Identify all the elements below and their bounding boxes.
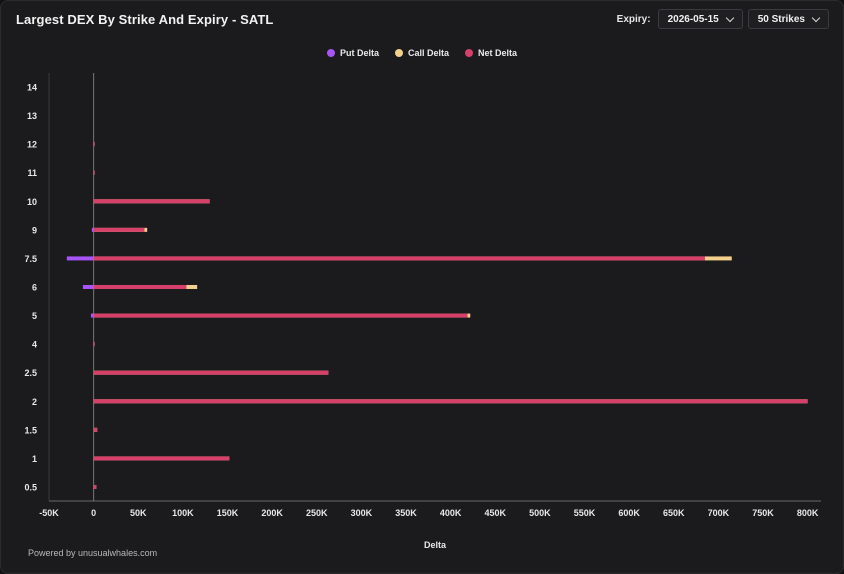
x-tick-label: 700K (708, 508, 730, 518)
x-tick-label: 350K (395, 508, 417, 518)
y-tick-label: 14 (27, 83, 37, 93)
bar-net-delta (93, 484, 97, 489)
bar-net-delta (93, 370, 329, 375)
x-tick-label: 250K (306, 508, 328, 518)
x-tick-label: -50K (39, 508, 59, 518)
expiry-value: 2026-05-15 (667, 13, 719, 25)
y-tick-label: 4 (32, 340, 37, 350)
bar-put-delta (90, 313, 94, 318)
y-tick-label: 5 (32, 311, 37, 321)
y-tick-label: 2 (32, 397, 37, 407)
bar-net-delta (93, 170, 95, 175)
bar-put-delta (82, 284, 94, 289)
legend-swatch-net (465, 49, 473, 57)
bar-net-delta (93, 342, 95, 347)
footer-credit: Powered by unusualwhales.com (28, 548, 158, 558)
legend-label-put: Put Delta (339, 48, 379, 58)
y-tick-label: 1.5 (24, 425, 37, 435)
bar-put-delta (66, 256, 94, 261)
bar-net-delta (93, 284, 187, 289)
strikes-select[interactable]: 50 Strikes (747, 9, 829, 29)
x-tick-label: 100K (172, 508, 194, 518)
y-tick-label: 13 (27, 111, 37, 121)
x-tick-label: 600K (618, 508, 640, 518)
x-tick-label: 200K (261, 508, 283, 518)
legend-item-put-delta[interactable]: Put Delta (326, 48, 379, 58)
x-tick-label: 450K (484, 508, 506, 518)
y-tick-label: 1 (32, 454, 37, 464)
y-tick-label: 12 (27, 140, 37, 150)
y-tick-label: 0.5 (24, 482, 37, 492)
y-tick-label: 10 (27, 197, 37, 207)
y-tick-label: 11 (27, 168, 37, 178)
x-tick-label: 300K (351, 508, 373, 518)
legend-item-call-delta[interactable]: Call Delta (394, 48, 449, 58)
bar-net-delta (93, 256, 705, 261)
y-tick-label: 6 (32, 282, 37, 292)
x-tick-label: 800K (797, 508, 819, 518)
page-title: Largest DEX By Strike And Expiry - SATL (16, 12, 274, 27)
legend-label-call: Call Delta (407, 48, 449, 58)
bar-net-delta (93, 399, 808, 404)
expiry-label: Expiry: (616, 13, 651, 25)
bar-net-delta (93, 227, 145, 232)
legend-swatch-put (326, 49, 335, 57)
chart-legend: Put Delta Call Delta Net Delta (1, 48, 843, 58)
bar-net-delta (93, 313, 468, 318)
bar-net-delta (93, 456, 230, 461)
strikes-value: 50 Strikes (757, 13, 805, 25)
legend-item-net-delta[interactable]: Net Delta (465, 48, 517, 58)
y-tick-label: 7.5 (24, 254, 37, 264)
bar-net-delta (93, 427, 98, 432)
x-tick-label: 750K (752, 508, 774, 518)
bar-put-delta (91, 227, 94, 232)
chart-controls: Expiry: 2026-05-15 50 Strikes (617, 9, 829, 29)
y-tick-label: 2.5 (24, 368, 37, 378)
x-axis-label: Delta (424, 540, 447, 550)
legend-swatch-call (394, 49, 403, 57)
x-tick-label: 50K (130, 508, 147, 518)
x-tick-label: 400K (440, 508, 462, 518)
y-tick-label: 9 (32, 225, 37, 235)
x-tick-label: 150K (217, 508, 239, 518)
bar-net-delta (93, 199, 210, 204)
bar-net-delta (93, 142, 95, 147)
x-tick-label: 650K (663, 508, 685, 518)
x-tick-label: 550K (574, 508, 596, 518)
expiry-select[interactable]: 2026-05-15 (657, 9, 743, 29)
x-tick-label: 0 (91, 508, 96, 518)
x-tick-label: 500K (529, 508, 551, 518)
legend-label-net: Net Delta (478, 48, 518, 58)
